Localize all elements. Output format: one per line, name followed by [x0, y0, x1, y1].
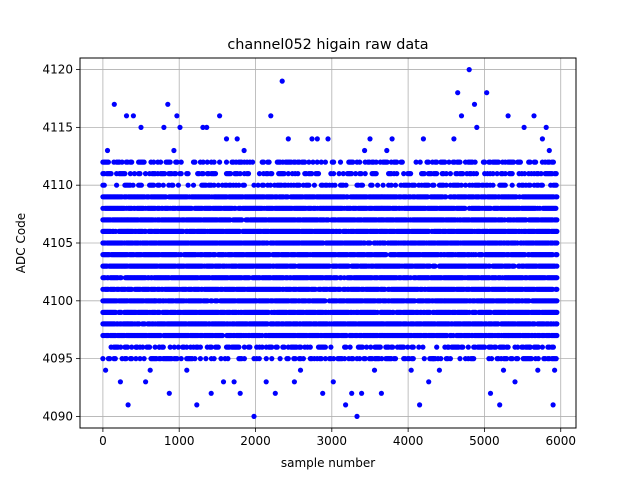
- data-point: [269, 356, 275, 362]
- data-point: [203, 356, 209, 362]
- data-point: [432, 263, 438, 269]
- data-point: [357, 356, 363, 362]
- data-point: [489, 356, 495, 362]
- data-point: [379, 356, 385, 362]
- data-point: [511, 263, 517, 269]
- data-point: [211, 356, 217, 362]
- data-point: [118, 344, 124, 350]
- data-point: [410, 356, 416, 362]
- data-point: [285, 356, 291, 362]
- data-point: [174, 356, 180, 362]
- data-point: [553, 205, 559, 211]
- data-point: [318, 356, 324, 362]
- data-point: [438, 356, 444, 362]
- data-point: [112, 356, 118, 362]
- data-point: [554, 228, 560, 234]
- data-point: [421, 356, 427, 362]
- data-point: [535, 356, 541, 362]
- data-point: [504, 356, 510, 362]
- data-point: [129, 356, 135, 362]
- data-point: [331, 356, 337, 362]
- data-point: [300, 356, 306, 362]
- data-point: [141, 356, 147, 362]
- data-point: [219, 332, 226, 339]
- data-point: [118, 275, 124, 281]
- data-point: [123, 356, 129, 362]
- data-point: [457, 356, 463, 362]
- data-point: [554, 252, 560, 258]
- data-points: [100, 67, 560, 419]
- data-point: [367, 240, 373, 246]
- data-point: [178, 356, 184, 362]
- data-point: [241, 356, 247, 362]
- data-point: [471, 356, 477, 362]
- data-point: [554, 275, 560, 281]
- data-point: [554, 309, 560, 315]
- data-point: [515, 356, 521, 362]
- data-point: [554, 332, 560, 339]
- data-point: [553, 356, 559, 362]
- data-point: [277, 356, 283, 362]
- data-point: [350, 356, 356, 362]
- data-point: [197, 356, 203, 362]
- data-point: [554, 217, 560, 223]
- data-point: [263, 356, 269, 362]
- data-point: [239, 217, 245, 223]
- data-point: [554, 286, 560, 292]
- data-point: [192, 356, 198, 362]
- data-point: [554, 321, 560, 327]
- data-point: [554, 240, 560, 246]
- data-point: [292, 356, 298, 362]
- data-point: [107, 356, 113, 362]
- data-point: [509, 356, 515, 362]
- data-point: [322, 356, 328, 362]
- data-point: [462, 205, 468, 211]
- data-point: [218, 356, 224, 362]
- data-point: [342, 356, 348, 362]
- data-point: [225, 356, 231, 362]
- data-point: [383, 252, 389, 258]
- data-point: [554, 298, 560, 304]
- data-point: [528, 356, 535, 362]
- data-point: [100, 356, 106, 362]
- data-point: [362, 356, 368, 362]
- data-point: [554, 194, 560, 200]
- data-point: [443, 194, 449, 200]
- data-point: [133, 356, 139, 362]
- data-point: [392, 356, 399, 362]
- data-point: [447, 356, 453, 362]
- data-point: [137, 356, 143, 362]
- data-point: [554, 263, 560, 269]
- data-point: [322, 298, 328, 304]
